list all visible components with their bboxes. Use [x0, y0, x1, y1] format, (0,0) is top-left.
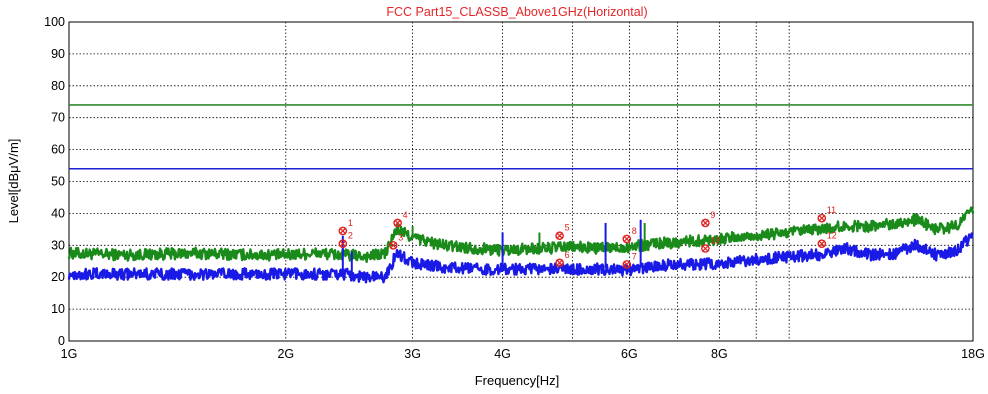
marker-symbol — [338, 239, 348, 249]
marker-symbol — [701, 244, 710, 253]
marker-symbol — [622, 234, 632, 244]
marker-cross — [339, 227, 347, 235]
x-tick-label: 8G — [711, 347, 728, 361]
marker-cross — [389, 241, 397, 249]
chart-title: FCC Part15_CLASSB_Above1GHz(Horizontal) — [386, 5, 647, 19]
marker-cross — [394, 219, 402, 227]
marker-cross — [556, 259, 564, 267]
y-tick-label: 60 — [51, 143, 65, 157]
marker-symbol — [393, 218, 402, 228]
y-tick-labels: 0 10 20 30 40 50 60 70 80 90 100 — [44, 15, 65, 348]
grid — [69, 22, 973, 341]
marker-cross — [701, 245, 709, 252]
marker-symbol — [555, 231, 564, 241]
marker-symbol — [817, 239, 827, 249]
marker-label: 3 — [398, 232, 403, 242]
marker-label: 2 — [348, 231, 353, 241]
marker-label: 8 — [632, 226, 637, 236]
marker-label: 6 — [565, 250, 570, 260]
marker-cross — [818, 240, 826, 248]
marker-symbol — [622, 260, 632, 269]
marker-symbol — [701, 218, 710, 228]
x-axis-label: Frequency[Hz] — [475, 373, 560, 388]
y-tick-label: 80 — [51, 79, 65, 93]
marker-cross — [623, 261, 631, 268]
series-line-1 — [67, 206, 975, 263]
marker-symbol — [817, 213, 827, 223]
y-tick-label: 70 — [51, 111, 65, 125]
y-tick-label: 10 — [51, 302, 65, 316]
marker-symbol — [555, 258, 564, 268]
x-tick-label: 18G — [961, 347, 985, 361]
marker-label: 1 — [348, 218, 353, 228]
y-tick-label: 100 — [44, 15, 65, 29]
x-tick-label: 6G — [621, 347, 638, 361]
y-tick-label: 50 — [51, 175, 65, 189]
y-tick-label: 0 — [58, 334, 65, 348]
marker-label: 4 — [403, 210, 408, 220]
marker-cross — [623, 235, 631, 243]
marker-label: 11 — [827, 205, 836, 215]
marker-cross — [556, 232, 564, 240]
y-tick-label: 90 — [51, 47, 65, 61]
limit-lines — [69, 104, 973, 170]
marker-symbol — [338, 226, 348, 236]
x-tick-label: 4G — [494, 347, 511, 361]
x-tick-label: 2G — [277, 347, 294, 361]
marker-label: 10 — [710, 235, 720, 245]
y-tick-label: 20 — [51, 270, 65, 284]
marker-label: 9 — [710, 210, 715, 220]
x-tick-label: 3G — [404, 347, 421, 361]
y-axis-label: Level[dBμV/m] — [6, 139, 21, 224]
marker-label: 5 — [565, 223, 570, 233]
marker-label: 7 — [632, 251, 637, 261]
marker-cross — [339, 240, 347, 248]
marker-cross — [701, 219, 709, 227]
marker-label: 12 — [827, 231, 837, 241]
x-tick-labels: 1G 2G 3G 4G 6G 8G 18G — [61, 347, 985, 361]
marker-cross — [818, 214, 826, 222]
data-series — [67, 206, 975, 284]
series-line-2 — [67, 232, 974, 284]
y-tick-label: 40 — [51, 206, 65, 220]
marker-symbol — [388, 240, 398, 250]
y-tick-label: 30 — [51, 238, 65, 252]
x-tick-label: 1G — [61, 347, 78, 361]
